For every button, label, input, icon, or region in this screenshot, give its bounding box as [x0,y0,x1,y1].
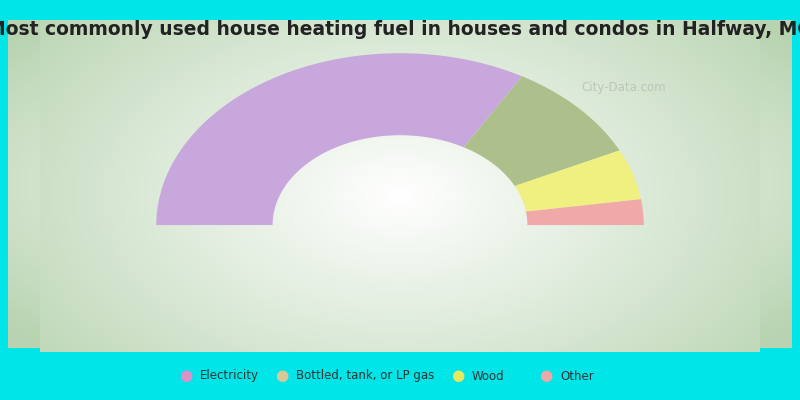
Text: ●: ● [275,368,288,384]
Polygon shape [464,76,619,186]
Polygon shape [526,199,644,225]
Text: Bottled, tank, or LP gas: Bottled, tank, or LP gas [296,370,434,382]
Text: Other: Other [560,370,594,382]
Text: ●: ● [179,368,192,384]
Polygon shape [514,150,641,212]
Text: ●: ● [451,368,464,384]
Text: City-Data.com: City-Data.com [582,82,666,94]
Text: Electricity: Electricity [200,370,259,382]
Text: ●: ● [539,368,552,384]
Polygon shape [156,53,522,225]
Text: Most commonly used house heating fuel in houses and condos in Halfway, MO: Most commonly used house heating fuel in… [0,20,800,39]
Text: Wood: Wood [472,370,505,382]
